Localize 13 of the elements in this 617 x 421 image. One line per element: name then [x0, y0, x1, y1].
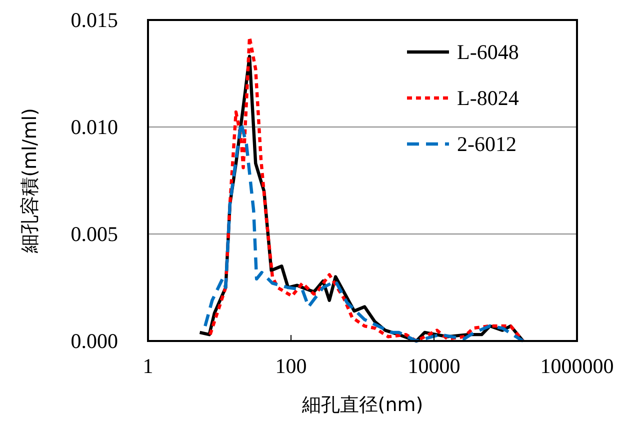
y-tick-label: 0.015 [70, 8, 118, 32]
x-tick-label: 1000000 [540, 354, 614, 378]
legend-label: L-6048 [457, 40, 519, 64]
y-tick-label: 0.000 [70, 329, 118, 353]
x-tick-label: 1 [142, 354, 154, 378]
x-tick-label: 100 [275, 354, 307, 378]
legend-label: 2-6012 [457, 132, 516, 156]
legend-label: L-8024 [457, 86, 520, 110]
y-axis-title: 細孔容積(ml/ml) [19, 108, 41, 254]
x-tick-label: 10000 [408, 354, 460, 378]
y-tick-label: 0.010 [70, 115, 118, 139]
x-axis-title: 細孔直径(nm) [300, 394, 424, 416]
y-tick-label: 0.005 [70, 222, 118, 246]
